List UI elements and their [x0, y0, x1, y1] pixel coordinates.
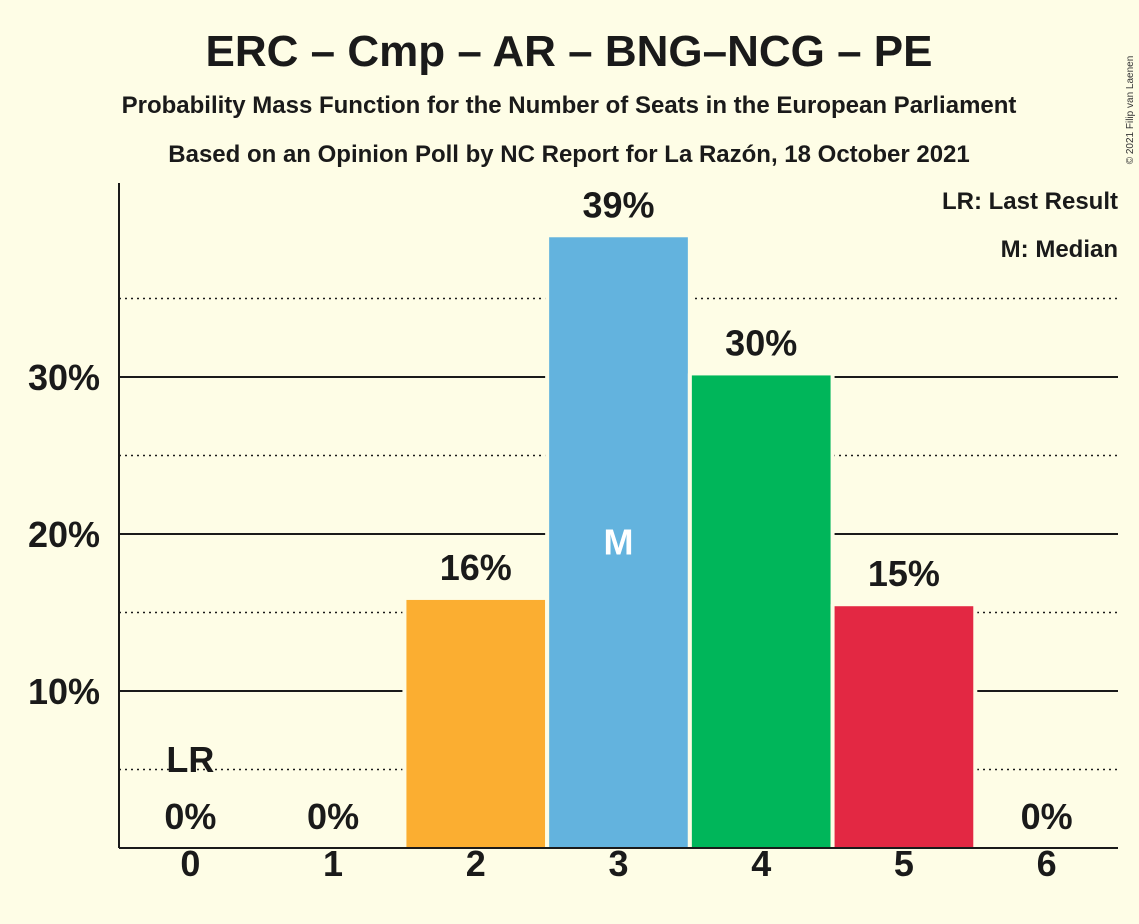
x-tick-label: 3 [608, 843, 628, 884]
median-marker: M [604, 522, 634, 563]
bar [834, 606, 974, 848]
data-label: 15% [868, 553, 940, 594]
copyright-text: © 2021 Filip van Laenen [1125, 56, 1136, 165]
x-tick-label: 2 [466, 843, 486, 884]
data-label: 0% [164, 796, 216, 837]
chart-title: ERC – Cmp – AR – BNG–NCG – PE [206, 27, 933, 76]
data-label: 0% [1021, 796, 1073, 837]
x-tick-label: 4 [751, 843, 771, 884]
y-tick-label: 20% [28, 514, 100, 555]
data-label: 0% [307, 796, 359, 837]
y-tick-label: 30% [28, 357, 100, 398]
last-result-marker: LR [166, 739, 214, 780]
data-label: 16% [440, 547, 512, 588]
chart-subtitle: Probability Mass Function for the Number… [122, 92, 1017, 119]
bar [406, 599, 546, 848]
chart-subtitle-2: Based on an Opinion Poll by NC Report fo… [168, 141, 969, 168]
y-tick-label: 10% [28, 671, 100, 712]
x-tick-label: 0 [180, 843, 200, 884]
legend-last-result: LR: Last Result [942, 188, 1118, 215]
data-label: 39% [582, 184, 654, 225]
x-tick-label: 5 [894, 843, 914, 884]
x-tick-label: 1 [323, 843, 343, 884]
labels-layer: 10% 20% 30% 0% 0 LR 0% 1 16% 2 39% 3 M 30% 4 15% 5 0% 6 [28, 184, 1073, 884]
bars-layer [402, 235, 978, 848]
bar [691, 375, 831, 848]
data-label: 30% [725, 322, 797, 363]
legend-median: M: Median [1001, 236, 1118, 263]
x-tick-label: 6 [1037, 843, 1057, 884]
bar [549, 237, 688, 848]
